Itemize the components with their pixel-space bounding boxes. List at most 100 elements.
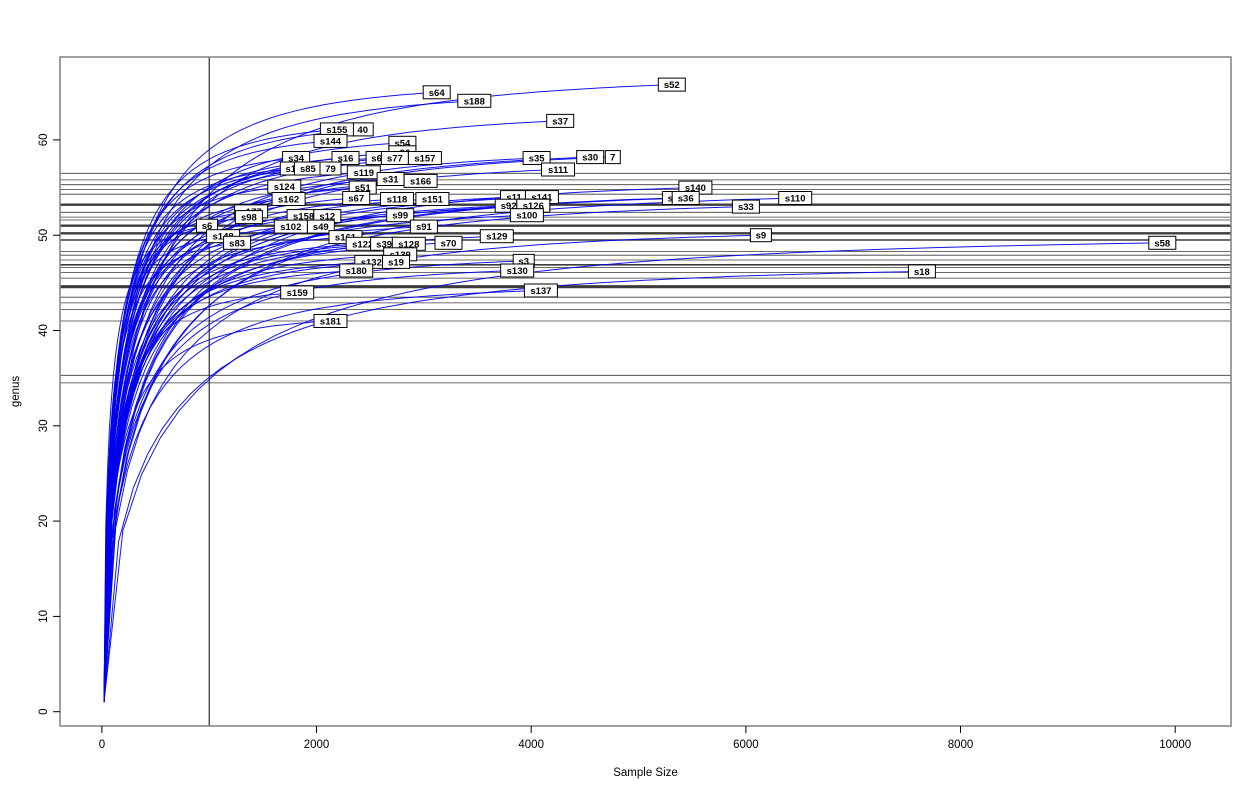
y-tick-label: 50 (38, 229, 50, 242)
sample-label-s144: s144 (320, 136, 342, 147)
rarefaction-curve-s129 (103, 235, 497, 703)
sample-label-s6: s6 (202, 221, 213, 232)
sample-label-79: 79 (325, 164, 336, 175)
sample-label-box-s151 (415, 192, 450, 206)
sample-label-s34: s34 (288, 154, 305, 165)
sample-label-s9: s9 (756, 231, 767, 242)
sample-label-box-s37 (546, 113, 575, 128)
sample-label-s70: s70 (441, 238, 457, 249)
sample-label-s122: s122 (352, 239, 373, 250)
rarefaction-curve-s161 (103, 236, 346, 703)
rarefaction-curve-s148 (103, 235, 224, 703)
sample-label-box-s137 (523, 283, 558, 298)
sample-label-box-s180 (339, 263, 374, 278)
sample-label-s37: s37 (552, 116, 568, 127)
rarefaction-curve-s177 (103, 210, 252, 703)
x-tick-label: 2000 (304, 739, 330, 751)
sample-label-s141: s141 (531, 193, 553, 204)
sample-label-s91: s91 (416, 222, 433, 233)
sample-label-box-s33 (731, 199, 760, 214)
sample-label-box-s98 (234, 210, 263, 225)
sample-label-s100: s100 (516, 211, 537, 222)
sample-label-box-s111 (541, 162, 575, 177)
sample-label-s35: s35 (529, 154, 546, 165)
sample-label-s137: s137 (530, 286, 551, 297)
sample-label-s111: s111 (548, 165, 569, 176)
sample-label-s31: s31 (383, 175, 400, 186)
rarefaction-curve-s36 (103, 197, 686, 703)
sample-label-s118: s118 (387, 195, 408, 206)
sample-label-s124: s124 (274, 182, 296, 193)
sample-label-box-s130 (500, 263, 535, 278)
x-tick-label: 8000 (948, 739, 974, 751)
sample-label-s1: s1 (286, 164, 297, 175)
sample-label-s166: s166 (410, 176, 431, 187)
rarefaction-curve-s126 (103, 205, 534, 703)
sample-label-s51: s51 (355, 183, 372, 194)
sample-label-s67: s67 (348, 194, 364, 205)
rarefaction-curve-s158 (103, 215, 304, 703)
sample-label-s158: s158 (293, 212, 314, 223)
sample-label-box-s181 (313, 314, 348, 328)
sample-label-s110: s110 (785, 194, 806, 205)
sample-label-box-s144 (313, 133, 348, 148)
x-axis-title: Sample Size (613, 767, 678, 779)
sample-label-s77: s77 (387, 154, 403, 165)
sample-label-s188: s188 (464, 96, 485, 107)
sample-label-s11: s11 (506, 193, 522, 204)
sample-label-box-s159 (280, 285, 315, 300)
sample-label-s155: s155 (326, 125, 348, 136)
sample-label-s64: s64 (429, 88, 446, 99)
sample-label-box-s166 (403, 173, 438, 188)
rarefaction-curve-s132 (103, 261, 372, 703)
sample-label-s30: s30 (582, 153, 598, 164)
rarefaction-curve-s180 (103, 270, 357, 703)
rarefaction-curve-s18 (103, 270, 922, 703)
sample-label-s19: s19 (388, 257, 404, 268)
sample-label-box-s36 (671, 191, 700, 205)
sample-label-s52: s52 (664, 80, 680, 91)
sample-label-box-s18 (907, 264, 936, 279)
sample-label-s83: s83 (229, 238, 245, 249)
rarefaction-curve-s64 (103, 91, 437, 703)
rarefaction-curve-s111 (103, 169, 559, 703)
rarefaction-curve-s85 (103, 168, 308, 703)
y-tick-label: 20 (38, 515, 50, 528)
rarefaction-curve-s1 (103, 168, 291, 703)
y-tick-label: 10 (38, 610, 50, 623)
sample-label-s157: s157 (414, 154, 435, 165)
rarefaction-curve-s39 (103, 243, 385, 703)
sample-label-s181: s181 (320, 317, 342, 328)
sample-label-s6: s6 (371, 154, 382, 165)
sample-label-box-s19 (382, 254, 410, 269)
x-tick-label: 0 (99, 739, 105, 751)
sample-label-s102: s102 (280, 222, 301, 233)
sample-label-box-s30 (576, 150, 605, 165)
sample-label-s128: s128 (398, 239, 419, 250)
rarefaction-curve-s1 (103, 197, 673, 703)
sample-label-s85: s85 (300, 164, 317, 175)
sample-label-box-s9 (749, 228, 772, 243)
sample-label-box-s129 (479, 229, 514, 244)
sample-label-box-s188 (457, 93, 492, 108)
rarefaction-curve-s181 (103, 320, 331, 703)
rarefaction-curve-s11 (103, 196, 515, 703)
sample-label-s126: s126 (523, 201, 544, 212)
sample-label-s162: s162 (278, 195, 299, 206)
x-tick-label: 4000 (518, 739, 544, 751)
y-tick-label: 40 (38, 324, 50, 337)
x-tick-label: 6000 (733, 739, 759, 751)
sample-label-s159: s159 (287, 288, 308, 299)
rarefaction-curve-s188 (103, 100, 475, 703)
sample-label-s39: s39 (376, 239, 392, 250)
rarefaction-curve-40 (103, 128, 363, 703)
rarefaction-curve-s155 (103, 128, 337, 703)
rarefaction-curve-s6 (103, 225, 208, 703)
sample-label-box-s102 (273, 219, 308, 234)
sample-label-box-s67 (342, 191, 371, 205)
sample-label-box-s157 (407, 151, 442, 165)
y-tick-label: 30 (38, 419, 50, 432)
sample-label-box-s16 (331, 151, 360, 165)
